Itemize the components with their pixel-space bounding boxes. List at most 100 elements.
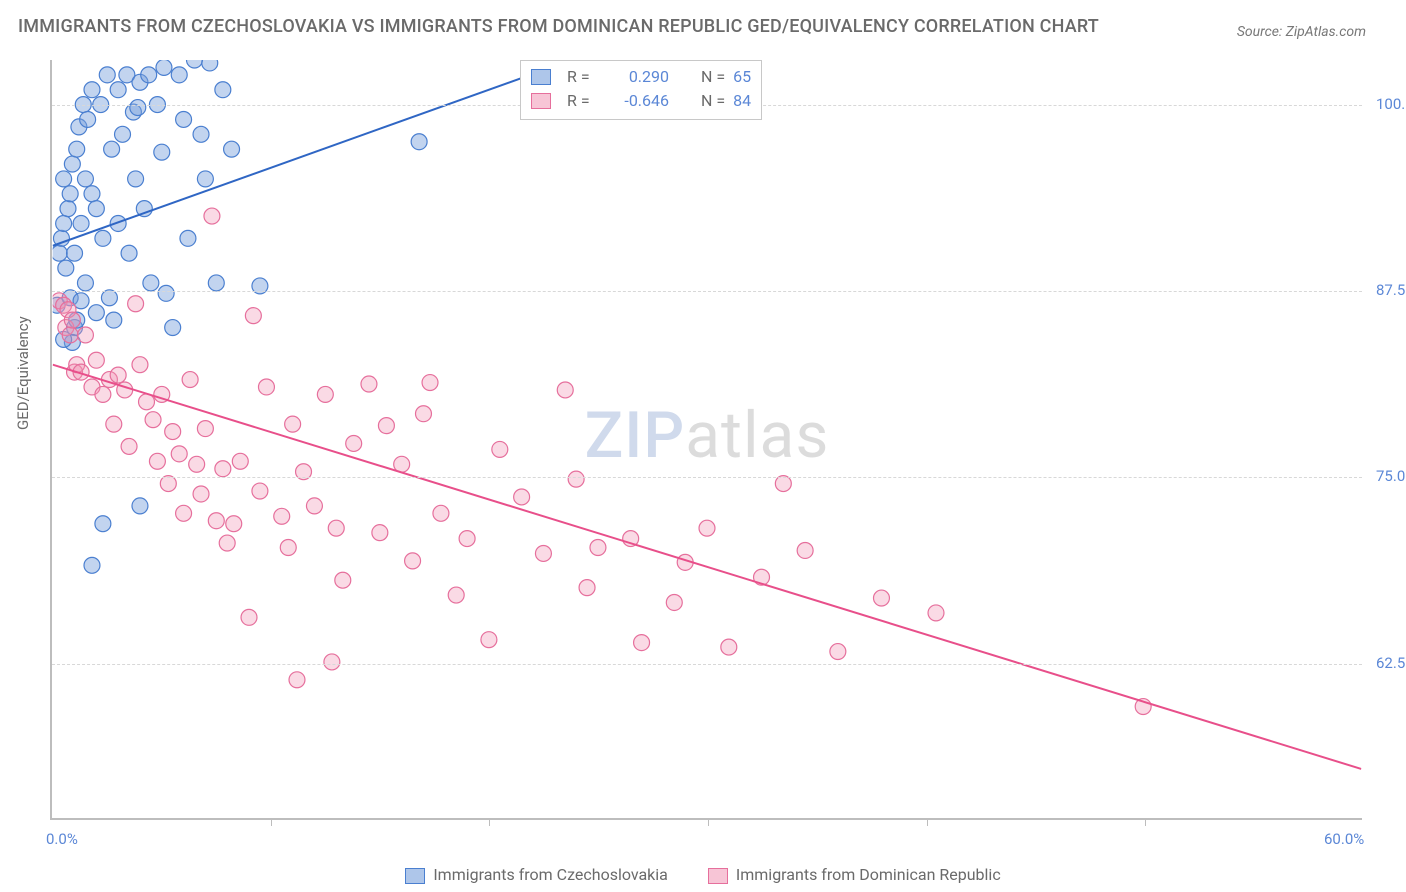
y-axis-label: GED/Equivalency: [14, 316, 32, 430]
data-point: [666, 595, 682, 611]
data-point: [289, 672, 305, 688]
source-credit: Source: ZipAtlas.com: [1237, 24, 1366, 40]
data-point: [73, 216, 89, 232]
data-point: [84, 186, 100, 202]
data-point: [115, 126, 131, 142]
data-point: [514, 489, 530, 505]
data-point: [56, 216, 72, 232]
data-point: [56, 171, 72, 187]
data-point: [149, 453, 165, 469]
data-point: [306, 498, 322, 514]
data-point: [634, 635, 650, 651]
legend-item: Immigrants from Dominican Republic: [708, 865, 1001, 884]
data-point: [252, 483, 268, 499]
data-point: [110, 367, 126, 383]
data-point: [77, 327, 93, 343]
data-point: [58, 260, 74, 276]
y-tick-label: 100.0%: [1376, 95, 1406, 113]
data-point: [873, 590, 889, 606]
data-point: [797, 542, 813, 558]
data-point: [224, 141, 240, 157]
y-tick-label: 75.0%: [1376, 467, 1406, 485]
data-point: [180, 230, 196, 246]
data-point: [80, 111, 96, 127]
data-point: [721, 639, 737, 655]
data-point: [557, 382, 573, 398]
data-point: [64, 156, 80, 172]
data-point: [176, 505, 192, 521]
data-point: [95, 386, 111, 402]
data-point: [492, 441, 508, 457]
r-label: R =: [567, 89, 599, 113]
legend-swatch-icon: [405, 868, 425, 884]
data-point: [416, 406, 432, 422]
stat-row: R = -0.646N =84: [531, 89, 751, 113]
data-point: [226, 516, 242, 532]
data-point: [95, 516, 111, 532]
data-point: [145, 412, 161, 428]
data-point: [143, 275, 159, 291]
data-point: [372, 525, 388, 541]
data-point: [590, 540, 606, 556]
data-point: [411, 134, 427, 150]
chart-plot-area: ZIPatlas 62.5%75.0%87.5%100.0%0.0%60.0%: [50, 60, 1362, 820]
data-point: [928, 605, 944, 621]
y-tick-label: 87.5%: [1376, 281, 1406, 299]
data-point: [378, 418, 394, 434]
legend-item: Immigrants from Czechoslovakia: [405, 865, 668, 884]
data-point: [317, 386, 333, 402]
x-tick-label: 60.0%: [1324, 830, 1364, 848]
x-tick: [489, 818, 490, 826]
data-point: [197, 421, 213, 437]
data-point: [141, 67, 157, 83]
data-point: [215, 461, 231, 477]
data-point: [104, 141, 120, 157]
y-tick-label: 62.5%: [1376, 654, 1406, 672]
data-point: [69, 141, 85, 157]
x-tick: [927, 818, 928, 826]
data-point: [110, 82, 126, 98]
data-point: [448, 587, 464, 603]
data-point: [328, 520, 344, 536]
legend-bottom: Immigrants from Czechoslovakia Immigrants…: [0, 865, 1406, 884]
data-point: [197, 171, 213, 187]
data-point: [335, 572, 351, 588]
data-point: [165, 424, 181, 440]
n-value: 65: [733, 65, 751, 89]
data-point: [165, 320, 181, 336]
data-point: [280, 540, 296, 556]
r-value: 0.290: [607, 65, 669, 89]
data-point: [156, 59, 172, 75]
data-point: [208, 513, 224, 529]
data-point: [88, 201, 104, 217]
data-point: [193, 486, 209, 502]
data-point: [171, 446, 187, 462]
data-point: [84, 82, 100, 98]
data-point: [84, 557, 100, 573]
legend-label: Immigrants from Dominican Republic: [736, 865, 1001, 884]
data-point: [176, 111, 192, 127]
data-point: [88, 352, 104, 368]
data-point: [154, 144, 170, 160]
data-point: [130, 100, 146, 116]
data-point: [60, 201, 76, 217]
data-point: [245, 308, 261, 324]
data-point: [433, 505, 449, 521]
data-point: [699, 520, 715, 536]
gridline: [52, 664, 1362, 665]
data-point: [274, 508, 290, 524]
data-point: [285, 416, 301, 432]
data-point: [158, 285, 174, 301]
data-point: [324, 654, 340, 670]
r-label: R =: [567, 65, 599, 89]
n-label: N =: [701, 65, 725, 89]
data-point: [422, 375, 438, 391]
legend-label: Immigrants from Czechoslovakia: [433, 865, 668, 884]
data-point: [182, 372, 198, 388]
data-point: [67, 245, 83, 261]
data-point: [77, 275, 93, 291]
data-point: [106, 416, 122, 432]
data-point: [132, 498, 148, 514]
trend-line: [53, 365, 1362, 769]
data-point: [258, 379, 274, 395]
